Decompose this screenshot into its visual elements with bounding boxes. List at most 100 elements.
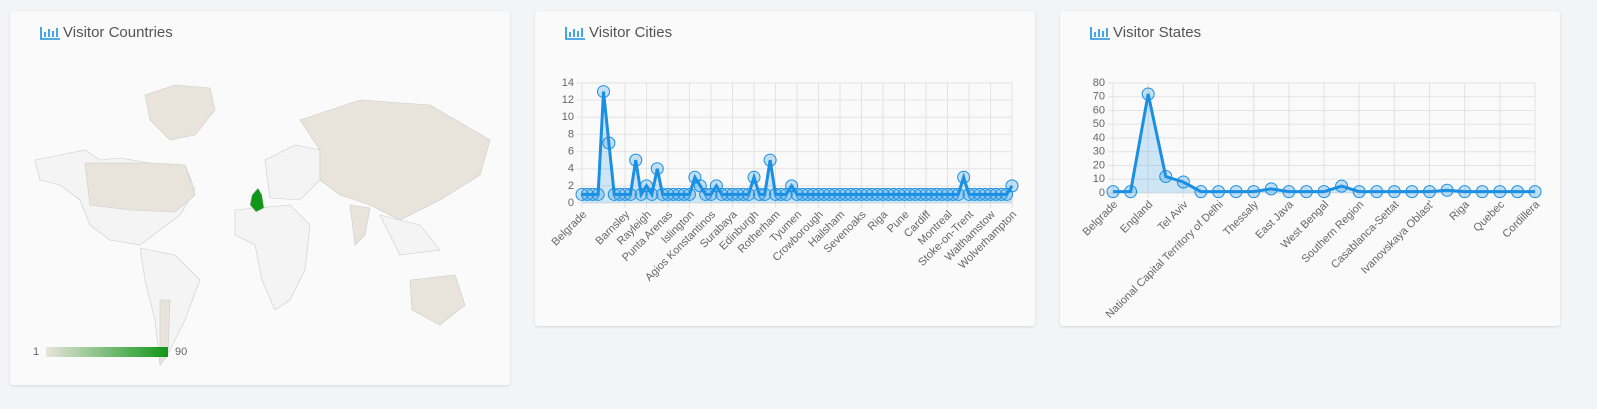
line — [582, 91, 1014, 199]
data-point — [1510, 185, 1524, 199]
data-point — [946, 187, 960, 201]
y-tick-label: 4 — [568, 163, 574, 175]
data-point — [919, 187, 933, 201]
data-point — [677, 187, 691, 201]
data-point — [892, 187, 906, 201]
data-point — [747, 170, 761, 184]
data-point — [672, 187, 686, 201]
y-tick-label: 0 — [568, 197, 574, 209]
data-point — [887, 187, 901, 201]
data-point — [1229, 185, 1243, 199]
data-point — [1458, 185, 1472, 199]
data-point — [720, 187, 734, 201]
data-point — [849, 187, 863, 201]
data-point — [1475, 185, 1489, 199]
data-point — [957, 170, 971, 184]
data-point — [742, 187, 756, 201]
data-point — [967, 187, 981, 201]
data-point — [930, 187, 944, 201]
data-point — [1335, 179, 1349, 193]
data-point — [1005, 179, 1019, 193]
y-tick-label: 80 — [1093, 77, 1105, 89]
data-point — [591, 187, 605, 201]
data-point — [795, 187, 809, 201]
data-point — [1317, 185, 1331, 199]
data-point — [806, 187, 820, 201]
legend-max: 90 — [175, 346, 187, 358]
y-tick-label: 12 — [562, 94, 574, 106]
data-point — [661, 187, 675, 201]
y-tick-label: 8 — [568, 128, 574, 140]
data-point — [973, 187, 987, 201]
data-point — [790, 187, 804, 201]
data-point — [876, 187, 890, 201]
data-point — [984, 187, 997, 201]
data-point — [656, 187, 670, 201]
data-point — [666, 187, 680, 201]
data-point — [1370, 185, 1384, 199]
data-point — [941, 187, 954, 201]
line — [1113, 93, 1535, 194]
panel-title: Visitor Cities — [589, 24, 672, 41]
data-point — [978, 187, 992, 201]
data-point — [1387, 185, 1401, 199]
data-point — [994, 187, 1008, 201]
y-tick-label: 6 — [568, 145, 574, 157]
data-point — [1124, 185, 1138, 199]
data-point — [1405, 185, 1419, 199]
data-point — [914, 187, 928, 201]
data-point — [828, 187, 842, 201]
data-point — [575, 187, 589, 201]
data-point — [629, 153, 643, 167]
data-point — [597, 85, 610, 99]
data-point — [1282, 185, 1296, 199]
data-point — [962, 187, 976, 201]
data-point — [618, 187, 632, 201]
data-point — [1194, 185, 1208, 199]
y-tick-label: 30 — [1093, 146, 1105, 158]
y-tick-label: 50 — [1093, 118, 1105, 130]
data-point — [898, 187, 911, 201]
data-point — [758, 187, 772, 201]
data-point — [881, 187, 895, 201]
data-point — [613, 187, 627, 201]
data-point — [763, 153, 777, 167]
data-point — [731, 187, 745, 201]
data-point — [683, 187, 696, 201]
data-point — [726, 187, 739, 201]
data-point — [1299, 185, 1313, 199]
y-tick-label: 10 — [1093, 173, 1105, 185]
data-point — [817, 187, 831, 201]
panel-title: Visitor States — [1113, 24, 1201, 41]
data-point — [871, 187, 885, 201]
line-area — [1113, 94, 1535, 193]
data-point — [1106, 185, 1120, 199]
data-point — [801, 187, 815, 201]
y-tick-label: 40 — [1093, 132, 1105, 144]
data-point — [855, 187, 868, 201]
data-point — [1176, 175, 1190, 189]
legend-gradient — [46, 347, 168, 357]
data-point — [935, 187, 949, 201]
data-point — [844, 187, 858, 201]
data-point — [924, 187, 938, 201]
data-point — [1440, 183, 1454, 197]
data-point — [838, 187, 852, 201]
world-map — [34, 84, 491, 366]
data-point — [607, 187, 621, 201]
data-point — [903, 187, 917, 201]
data-point — [715, 187, 729, 201]
data-point — [774, 187, 788, 201]
data-point — [1528, 185, 1542, 199]
y-tick-label: 14 — [562, 77, 574, 89]
data-point — [769, 187, 782, 201]
data-point — [908, 187, 922, 201]
data-point — [860, 187, 874, 201]
data-point — [699, 187, 713, 201]
y-tick-label: 20 — [1093, 159, 1105, 171]
y-tick-label: 10 — [562, 111, 574, 123]
data-point — [865, 187, 879, 201]
legend-min: 1 — [33, 346, 39, 358]
